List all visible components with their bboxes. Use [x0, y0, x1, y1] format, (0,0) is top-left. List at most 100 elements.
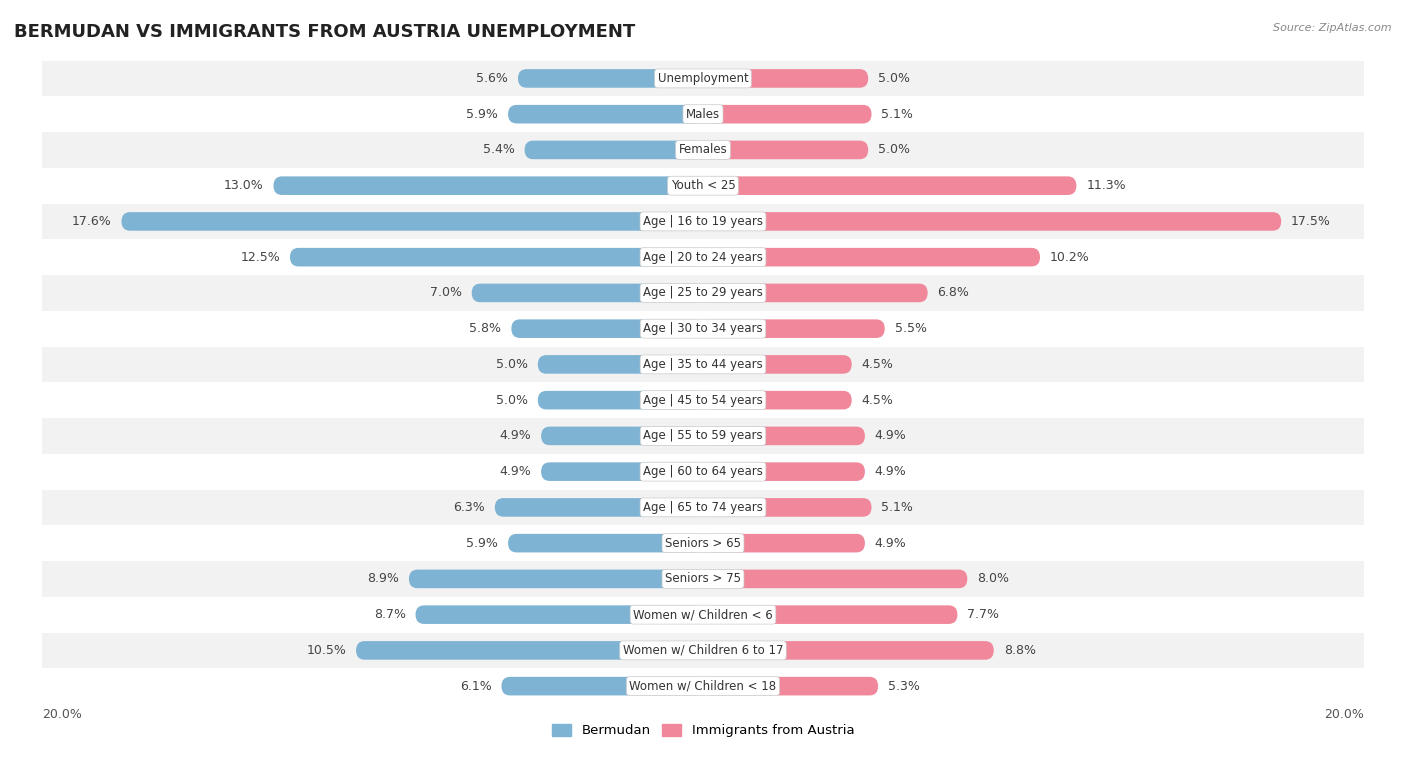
Bar — [42, 525, 1364, 561]
Text: 4.9%: 4.9% — [875, 429, 907, 442]
FancyBboxPatch shape — [703, 284, 928, 302]
Bar — [42, 453, 1364, 490]
Text: 10.5%: 10.5% — [307, 644, 346, 657]
FancyBboxPatch shape — [703, 569, 967, 588]
FancyBboxPatch shape — [703, 498, 872, 517]
FancyBboxPatch shape — [537, 391, 703, 410]
Bar — [42, 490, 1364, 525]
Text: 11.3%: 11.3% — [1087, 179, 1126, 192]
Text: 17.6%: 17.6% — [72, 215, 111, 228]
FancyBboxPatch shape — [703, 534, 865, 553]
FancyBboxPatch shape — [703, 319, 884, 338]
FancyBboxPatch shape — [703, 105, 872, 123]
FancyBboxPatch shape — [508, 534, 703, 553]
Text: 5.4%: 5.4% — [482, 143, 515, 157]
FancyBboxPatch shape — [524, 141, 703, 159]
Text: 5.1%: 5.1% — [882, 501, 914, 514]
Text: 17.5%: 17.5% — [1291, 215, 1331, 228]
Bar — [42, 61, 1364, 96]
FancyBboxPatch shape — [703, 69, 868, 88]
Text: 4.9%: 4.9% — [499, 429, 531, 442]
Text: 4.5%: 4.5% — [862, 394, 893, 407]
Text: Males: Males — [686, 107, 720, 120]
FancyBboxPatch shape — [512, 319, 703, 338]
Bar — [42, 561, 1364, 597]
Bar — [42, 168, 1364, 204]
Bar — [42, 347, 1364, 382]
Text: 4.9%: 4.9% — [499, 465, 531, 478]
FancyBboxPatch shape — [273, 176, 703, 195]
Text: Women w/ Children 6 to 17: Women w/ Children 6 to 17 — [623, 644, 783, 657]
Text: 6.8%: 6.8% — [938, 286, 970, 300]
Text: 5.3%: 5.3% — [889, 680, 920, 693]
Text: Source: ZipAtlas.com: Source: ZipAtlas.com — [1274, 23, 1392, 33]
Bar — [42, 633, 1364, 668]
Text: Women w/ Children < 6: Women w/ Children < 6 — [633, 608, 773, 621]
Text: Age | 60 to 64 years: Age | 60 to 64 years — [643, 465, 763, 478]
Text: Age | 20 to 24 years: Age | 20 to 24 years — [643, 251, 763, 263]
FancyBboxPatch shape — [356, 641, 703, 659]
Bar — [42, 239, 1364, 275]
Text: Age | 16 to 19 years: Age | 16 to 19 years — [643, 215, 763, 228]
Text: Females: Females — [679, 143, 727, 157]
Bar — [42, 204, 1364, 239]
FancyBboxPatch shape — [703, 641, 994, 659]
Text: 5.0%: 5.0% — [496, 358, 527, 371]
Text: 8.0%: 8.0% — [977, 572, 1010, 585]
Text: 20.0%: 20.0% — [42, 708, 82, 721]
Text: Age | 30 to 34 years: Age | 30 to 34 years — [643, 322, 763, 335]
Bar — [42, 382, 1364, 418]
Bar — [42, 311, 1364, 347]
FancyBboxPatch shape — [541, 427, 703, 445]
Text: Age | 45 to 54 years: Age | 45 to 54 years — [643, 394, 763, 407]
FancyBboxPatch shape — [703, 463, 865, 481]
Text: Unemployment: Unemployment — [658, 72, 748, 85]
Bar — [42, 668, 1364, 704]
Text: 5.8%: 5.8% — [470, 322, 502, 335]
FancyBboxPatch shape — [703, 391, 852, 410]
Text: 10.2%: 10.2% — [1050, 251, 1090, 263]
Text: 6.3%: 6.3% — [453, 501, 485, 514]
Text: Age | 35 to 44 years: Age | 35 to 44 years — [643, 358, 763, 371]
Text: 5.9%: 5.9% — [467, 107, 498, 120]
Text: 20.0%: 20.0% — [1324, 708, 1364, 721]
Bar — [42, 418, 1364, 453]
Text: 7.7%: 7.7% — [967, 608, 1000, 621]
FancyBboxPatch shape — [121, 212, 703, 231]
Legend: Bermudan, Immigrants from Austria: Bermudan, Immigrants from Austria — [546, 718, 860, 743]
Text: Age | 55 to 59 years: Age | 55 to 59 years — [643, 429, 763, 442]
Text: 12.5%: 12.5% — [240, 251, 280, 263]
FancyBboxPatch shape — [416, 606, 703, 624]
Text: 5.1%: 5.1% — [882, 107, 914, 120]
FancyBboxPatch shape — [471, 284, 703, 302]
Text: Women w/ Children < 18: Women w/ Children < 18 — [630, 680, 776, 693]
FancyBboxPatch shape — [703, 248, 1040, 266]
Text: Youth < 25: Youth < 25 — [671, 179, 735, 192]
FancyBboxPatch shape — [703, 606, 957, 624]
Bar — [42, 275, 1364, 311]
Text: 8.7%: 8.7% — [374, 608, 405, 621]
Text: 5.9%: 5.9% — [467, 537, 498, 550]
Text: 8.8%: 8.8% — [1004, 644, 1036, 657]
FancyBboxPatch shape — [541, 463, 703, 481]
FancyBboxPatch shape — [703, 427, 865, 445]
Text: 5.6%: 5.6% — [477, 72, 508, 85]
Text: 5.0%: 5.0% — [879, 143, 910, 157]
Text: 5.5%: 5.5% — [894, 322, 927, 335]
Text: 8.9%: 8.9% — [367, 572, 399, 585]
Bar — [42, 597, 1364, 633]
FancyBboxPatch shape — [502, 677, 703, 696]
Text: Age | 65 to 74 years: Age | 65 to 74 years — [643, 501, 763, 514]
FancyBboxPatch shape — [703, 176, 1077, 195]
Text: 7.0%: 7.0% — [430, 286, 461, 300]
Text: Age | 25 to 29 years: Age | 25 to 29 years — [643, 286, 763, 300]
Text: 4.5%: 4.5% — [862, 358, 893, 371]
FancyBboxPatch shape — [517, 69, 703, 88]
FancyBboxPatch shape — [537, 355, 703, 374]
FancyBboxPatch shape — [703, 212, 1281, 231]
Text: BERMUDAN VS IMMIGRANTS FROM AUSTRIA UNEMPLOYMENT: BERMUDAN VS IMMIGRANTS FROM AUSTRIA UNEM… — [14, 23, 636, 41]
FancyBboxPatch shape — [495, 498, 703, 517]
FancyBboxPatch shape — [703, 141, 868, 159]
Text: Seniors > 75: Seniors > 75 — [665, 572, 741, 585]
Text: 5.0%: 5.0% — [496, 394, 527, 407]
